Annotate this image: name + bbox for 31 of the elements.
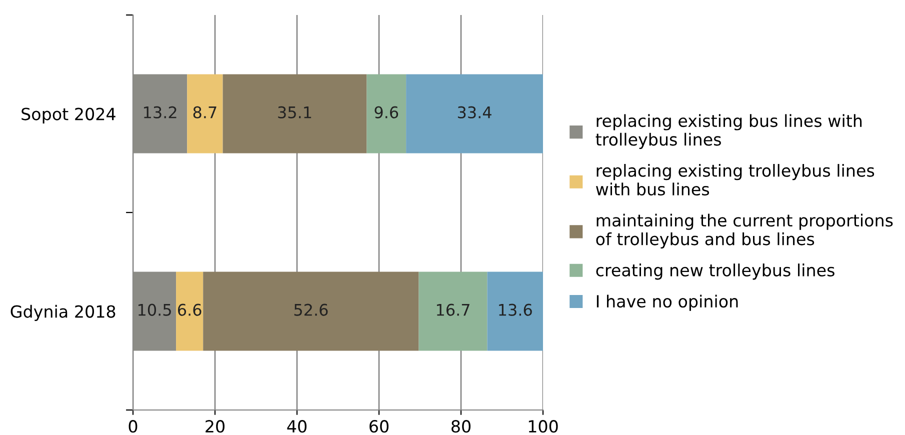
bar bbox=[222, 74, 367, 154]
data-label: 52.6 bbox=[294, 304, 328, 316]
data-label: 35.1 bbox=[278, 106, 312, 118]
y-tick-label: Sopot 2024 bbox=[22, 108, 116, 124]
data-label: 9.6 bbox=[374, 106, 398, 118]
data-label: 13.6 bbox=[499, 304, 532, 316]
data-label: 16.7 bbox=[436, 304, 470, 316]
x-tick-label: 100 bbox=[528, 420, 558, 433]
bar bbox=[487, 272, 543, 351]
legend-label: creating new trolleybus lines bbox=[596, 264, 834, 280]
bar bbox=[187, 74, 223, 154]
bar bbox=[406, 74, 543, 154]
x-tick-label: 20 bbox=[206, 420, 224, 433]
data-label: 8.7 bbox=[193, 106, 216, 118]
x-tick-label: 0 bbox=[128, 420, 138, 433]
data-label: 10.5 bbox=[138, 304, 171, 316]
legend-label: I have no opinion bbox=[596, 294, 738, 311]
data-label: 33.4 bbox=[458, 106, 492, 118]
legend-label: replacing existing trolleybus lines with bus lines bbox=[596, 164, 874, 196]
bar bbox=[203, 272, 419, 351]
legend-label: maintaining the current proportions of trolleybus and bus lines bbox=[596, 214, 893, 249]
bar bbox=[176, 272, 204, 351]
bar bbox=[418, 272, 488, 351]
y-tick-label: Gdynia 2018 bbox=[10, 304, 116, 322]
x-tick-label: 40 bbox=[287, 420, 306, 433]
data-label: 6.6 bbox=[178, 304, 202, 316]
data-label: 13.2 bbox=[144, 106, 176, 118]
bar bbox=[366, 74, 406, 154]
x-tick-label: 80 bbox=[452, 420, 470, 433]
legend-label: replacing existing bus lines with trolleybus lines bbox=[596, 114, 862, 149]
x-tick-label: 60 bbox=[370, 420, 388, 433]
